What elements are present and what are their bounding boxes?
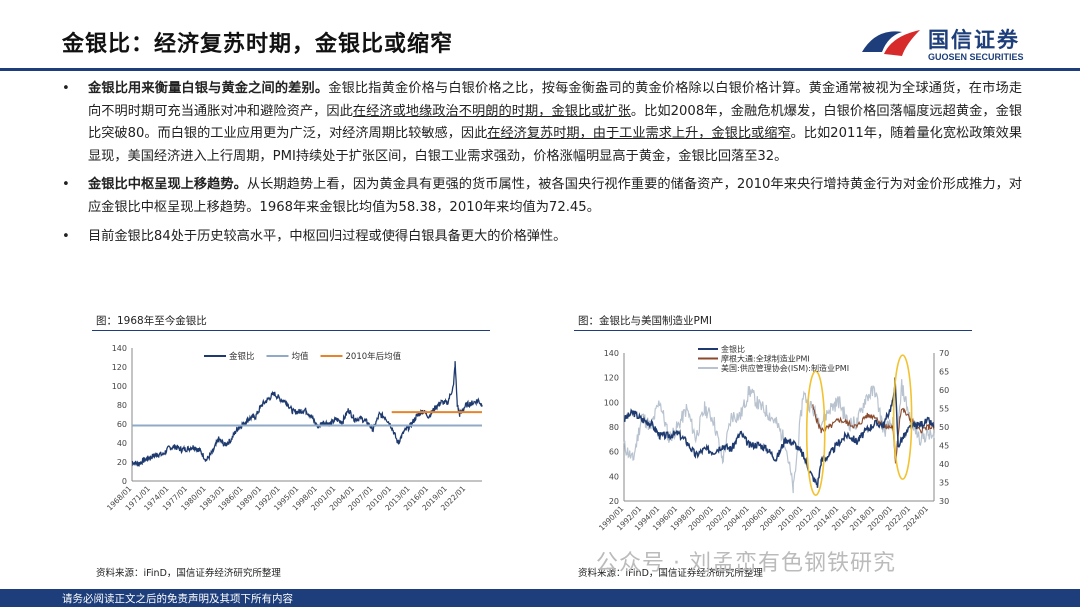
highlight-2011 xyxy=(805,370,826,496)
logo-en: GUOSEN SECURITIES xyxy=(928,52,1024,62)
y-tick-label: 60 xyxy=(609,448,619,457)
bullet-text-1-1: 金银比用来衡量白银与黄金之间的差别。 xyxy=(88,81,329,96)
chart2-ratio-vs-pmi: 204060801001201403035404550556065701990/… xyxy=(597,344,949,532)
bullet-text-1-3: 在经济或地缘政治不明朗的时期，金银比或扩张 xyxy=(352,103,631,119)
y-tick-label: 20 xyxy=(609,497,619,506)
legend-label-2: 均值 xyxy=(292,351,310,362)
series-gold-silver-ratio xyxy=(623,377,935,488)
bullet-dot: • xyxy=(62,228,70,244)
bullet-item-2: • 金银比中枢呈现上移趋势。从长期趋势上看，因为黄金具有更强的货币属性，被各国央行… xyxy=(62,174,1022,219)
bullet-dot: • xyxy=(62,81,70,96)
bullet-text-3-1: 目前金银比84处于历史较高水平，中枢回归过程或使得白银具备更大的价格弹性。 xyxy=(88,228,567,244)
chart1-title: 图：1968年至今金银比 xyxy=(96,315,207,327)
y2-tick-label: 45 xyxy=(939,442,949,451)
y2-tick-label: 40 xyxy=(939,460,949,469)
y-tick-label: 0 xyxy=(122,477,127,486)
y2-tick-label: 30 xyxy=(939,497,949,506)
series-gold-silver-ratio xyxy=(131,361,483,468)
y2-tick-label: 70 xyxy=(939,349,949,358)
bullet-list: • 金银比用来衡量白银与黄金之间的差别。金银比指黄金价格与白银价格之比，按每金衡盎… xyxy=(62,78,1022,254)
chart1-title-rule xyxy=(92,330,490,331)
legend-label-3: 美国:供应管理协会(ISM):制造业PMI xyxy=(721,363,849,373)
bullet-text-2-2: 从长期趋势上看，因为黄金具有更强的货币属性，被各国央行视作重要的储备资产，201… xyxy=(88,177,1022,215)
series-ism-pmi xyxy=(623,379,935,494)
chart2-title-rule xyxy=(574,330,972,331)
bullet-item-1: • 金银比用来衡量白银与黄金之间的差别。金银比指黄金价格与白银价格之比，按每金衡盎… xyxy=(62,78,1022,168)
legend-label-3: 2010年后均值 xyxy=(346,351,402,362)
logo-icon xyxy=(862,30,920,56)
y-tick-label: 20 xyxy=(117,458,127,467)
chart1-gold-silver-ratio: 0204060801001201401968/011971/011974/011… xyxy=(105,344,483,512)
bullet-dot: • xyxy=(62,177,70,193)
bullet-text-1-5: 在经济复苏时期，由于工业需求上升，金银比或缩窄 xyxy=(487,126,791,142)
y-tick-label: 40 xyxy=(117,439,127,448)
y-tick-label: 120 xyxy=(604,374,619,383)
y-tick-label: 140 xyxy=(604,349,619,358)
title-rule xyxy=(0,68,1080,71)
y2-tick-label: 55 xyxy=(939,405,949,414)
chart2-source: 资料来源：iFinD，国信证券经济研究所整理 xyxy=(578,568,763,579)
bullet-text-1-4: 。比如2008年，金融危机爆发，白银价格回落幅度远超黄金，金银比突破80。而白银… xyxy=(88,103,1023,142)
chart2-title: 图：金银比与美国制造业PMI xyxy=(578,315,712,327)
y-tick-label: 100 xyxy=(112,382,127,391)
legend-label-1: 金银比 xyxy=(229,351,255,362)
y2-tick-label: 35 xyxy=(939,479,949,488)
chart1-source: 资料来源：iFinD，国信证券经济研究所整理 xyxy=(96,568,281,579)
bullet-text-1-2: 金银比指黄金价格与白银价格之比，按每金衡盎司的黄金价格除以白银价格计算。黄金通常… xyxy=(88,81,1023,119)
page-title: 金银比：经济复苏时期，金银比或缩窄 xyxy=(62,32,454,57)
footer-disclaimer: 请务必阅读正文之后的免责声明及其项下所有内容 xyxy=(62,593,293,605)
bullet-item-3: • 目前金银比84处于历史较高水平，中枢回归过程或使得白银具备更大的价格弹性。 xyxy=(62,226,1022,249)
y2-tick-label: 50 xyxy=(939,423,949,432)
y-tick-label: 80 xyxy=(117,401,127,410)
logo-cn: 国信证券 xyxy=(928,28,1020,52)
legend-label-1: 金银比 xyxy=(721,344,745,354)
y2-tick-label: 60 xyxy=(939,386,949,395)
company-logo: 国信证券 GUOSEN SECURITIES xyxy=(858,22,1058,66)
y-tick-label: 100 xyxy=(604,398,619,407)
watermark: 公众号 · 刘孟峦有色钢铁研究 xyxy=(596,551,896,576)
y-tick-label: 120 xyxy=(112,363,127,372)
y-tick-label: 80 xyxy=(609,423,619,432)
highlight-2021 xyxy=(892,354,913,480)
y-tick-label: 140 xyxy=(112,344,127,353)
footer-bar: 请务必阅读正文之后的免责声明及其项下所有内容 xyxy=(0,589,1080,607)
y2-tick-label: 65 xyxy=(939,368,949,377)
legend-label-2: 摩根大通:全球制造业PMI xyxy=(721,354,810,364)
y-tick-label: 60 xyxy=(117,420,127,429)
bullet-text-2-1: 金银比中枢呈现上移趋势。 xyxy=(88,177,247,193)
bullet-text-1-6: 。比如2011年，随着量化宽松政策效果显现，美国经济进入上行周期，PMI持续处于… xyxy=(88,126,1023,164)
y-tick-label: 40 xyxy=(609,472,619,481)
